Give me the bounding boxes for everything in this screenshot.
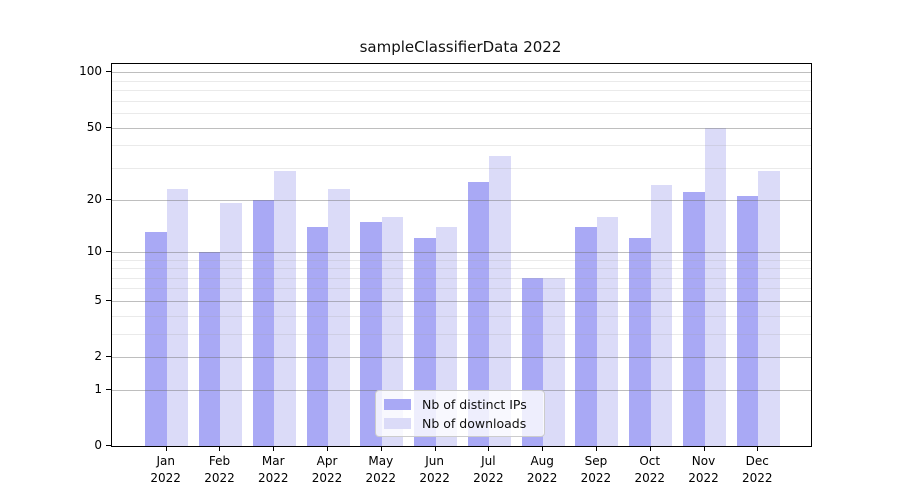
y-tick-mark-0 xyxy=(106,445,111,446)
x-tick-label-jun: Jun 2022 xyxy=(419,454,450,485)
gridline-100 xyxy=(112,72,811,74)
bar-downloads-sep xyxy=(596,216,619,446)
y-tick-mark-1 xyxy=(106,388,111,390)
gridline-60 xyxy=(112,113,811,115)
gridline-10 xyxy=(112,251,811,253)
gridline-8 xyxy=(112,268,811,270)
x-tick-mark-feb xyxy=(219,446,221,451)
gridline-6 xyxy=(112,288,811,290)
y-tick-label-5: 5 xyxy=(94,292,102,307)
y-tick-label-100: 100 xyxy=(79,64,102,79)
bar-downloads-dec xyxy=(758,170,780,446)
bar-ips-oct xyxy=(629,238,651,446)
x-tick-mark-apr xyxy=(327,446,329,451)
x-tick-label-mar: Mar 2022 xyxy=(257,454,289,485)
x-tick-label-sep: Sep 2022 xyxy=(580,454,612,485)
x-tick-mark-jun xyxy=(434,446,436,451)
x-tick-label-feb: Feb 2022 xyxy=(204,454,235,485)
chart-title: sampleClassifierData 2022 xyxy=(359,38,562,56)
bar-downloads-jul xyxy=(489,155,511,446)
x-tick-mark-dec xyxy=(757,446,759,451)
x-tick-mark-jan xyxy=(165,446,167,451)
gridline-30 xyxy=(112,167,811,169)
legend-item-downloads: Nb of downloads xyxy=(384,416,536,431)
y-tick-mark-20 xyxy=(106,198,111,200)
gridline-80 xyxy=(112,90,811,92)
x-tick-label-nov: Nov 2022 xyxy=(688,454,719,485)
gridline-3 xyxy=(112,333,811,335)
x-tick-mark-aug xyxy=(542,446,544,451)
x-tick-label-apr: Apr 2022 xyxy=(311,454,343,485)
y-tick-label-10: 10 xyxy=(86,243,102,258)
x-tick-label-jul: Jul 2022 xyxy=(473,454,504,485)
gridline-5 xyxy=(112,300,811,302)
gridline-9 xyxy=(112,259,811,261)
y-tick-label-50: 50 xyxy=(86,119,102,134)
bar-downloads-aug xyxy=(543,277,565,446)
bar-ips-may xyxy=(360,221,382,446)
bar-downloads-mar xyxy=(274,170,296,446)
gridline-70 xyxy=(112,100,811,102)
gridline-7 xyxy=(112,277,811,279)
bar-ips-sep xyxy=(575,226,597,446)
x-tick-label-oct: Oct 2022 xyxy=(634,454,665,485)
y-tick-mark-5 xyxy=(106,299,111,301)
x-tick-label-dec: Dec 2022 xyxy=(741,454,773,485)
x-tick-mark-mar xyxy=(273,446,275,451)
y-tick-mark-2 xyxy=(106,356,111,358)
bar-ips-feb xyxy=(198,251,221,446)
x-tick-mark-oct xyxy=(649,446,651,451)
x-tick-mark-jul xyxy=(488,446,490,451)
x-tick-label-jan: Jan 2022 xyxy=(150,454,181,485)
bar-downloads-apr xyxy=(328,188,350,446)
y-tick-mark-100 xyxy=(106,71,111,73)
legend-item-distinct-ips: Nb of distinct IPs xyxy=(384,397,536,412)
bar-ips-nov xyxy=(683,192,705,446)
gridline-4 xyxy=(112,315,811,317)
gridline-50 xyxy=(112,127,811,129)
x-tick-mark-may xyxy=(380,446,382,451)
y-tick-label-2: 2 xyxy=(94,349,102,364)
bar-downloads-feb xyxy=(220,203,242,446)
y-tick-label-0: 0 xyxy=(94,438,102,452)
bar-ips-dec xyxy=(736,195,759,446)
y-tick-mark-50 xyxy=(106,126,111,128)
y-tick-label-1: 1 xyxy=(94,381,102,396)
gridline-40 xyxy=(112,145,811,147)
bar-ips-jul xyxy=(467,182,490,446)
x-tick-label-aug: Aug 2022 xyxy=(526,454,558,485)
bar-downloads-oct xyxy=(650,185,673,446)
legend-label-downloads: Nb of downloads xyxy=(422,415,527,431)
x-tick-label-may: May 2022 xyxy=(365,454,397,485)
bar-ips-apr xyxy=(306,226,329,446)
bar-downloads-jan xyxy=(166,188,189,446)
legend-swatch-downloads xyxy=(384,417,411,429)
bar-downloads-nov xyxy=(704,127,726,446)
bar-ips-jan xyxy=(145,232,167,446)
legend: Nb of distinct IPs Nb of downloads xyxy=(375,390,545,437)
y-tick-label-20: 20 xyxy=(86,191,102,206)
gridline-2 xyxy=(112,357,811,359)
gridline-90 xyxy=(112,80,811,82)
legend-swatch-distinct-ips xyxy=(384,398,411,410)
legend-label-distinct-ips: Nb of distinct IPs xyxy=(422,396,527,412)
x-tick-mark-nov xyxy=(703,446,705,451)
gridline-20 xyxy=(112,199,811,201)
y-tick-mark-10 xyxy=(106,250,111,252)
bar-downloads-may xyxy=(381,216,404,446)
bar-ips-mar xyxy=(252,199,275,446)
x-tick-mark-sep xyxy=(595,446,597,451)
